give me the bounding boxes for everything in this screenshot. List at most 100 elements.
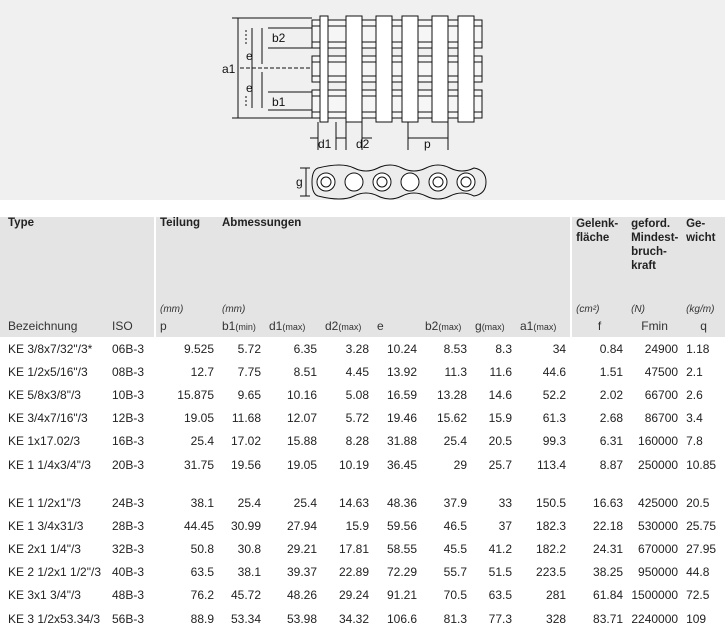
- cell-p: 31.75: [154, 452, 218, 477]
- cell-q: 10.85: [686, 457, 717, 472]
- col-iso: ISO: [108, 315, 154, 337]
- unit-fmin: (N): [627, 299, 683, 315]
- col-b1-label: b1: [222, 319, 236, 333]
- cell-b2: 46.5: [443, 518, 467, 533]
- cell-d2: 14.63: [338, 495, 369, 510]
- cell-iso: 12B-3: [112, 411, 145, 426]
- cell-d1: 53.98: [286, 611, 317, 626]
- table-row: KE 3 1/2x53.34/3 56B-3 88.9 53.34 53.98 34.32…: [0, 607, 725, 631]
- column-names-row: Bezeichnung ISO p b1(min) d1(max) d2(max…: [0, 315, 725, 337]
- cell-d2: 10.19: [338, 457, 369, 472]
- cell-g: 51.5: [488, 565, 512, 580]
- col-d1-sub: (max): [282, 322, 306, 332]
- cell-b2: 13.28: [436, 387, 467, 402]
- table-row: KE 3/8x7/32"/3* 06B-3 9.525 5.72 6.35 3.28 10.…: [0, 337, 725, 361]
- col-q: q: [682, 315, 725, 337]
- cell-e: 31.88: [386, 434, 417, 449]
- col-d1-label: d1: [269, 319, 283, 333]
- table-row: KE 1 3/4x31/3 28B-3 44.45 30.99 27.94 15.9 59.…: [0, 514, 725, 538]
- cell-a1: 150.5: [536, 495, 567, 510]
- cell-g: 11.6: [489, 364, 512, 379]
- cell-f: 24.31: [570, 537, 627, 561]
- cell-fmin: 47500: [644, 364, 679, 379]
- table-row: KE 3/4x7/16"/3 12B-3 19.05 11.68 12.07 5.72 19…: [0, 406, 725, 430]
- cell-f: 38.25: [570, 560, 627, 584]
- cell-bezeichnung: KE 3/8x7/32"/3*: [8, 341, 93, 356]
- col-g: g(max): [471, 315, 516, 337]
- cell-a1: 52.2: [542, 387, 567, 402]
- table-row: KE 5/8x3/8"/3 10B-3 15.875 9.65 10.16 5.08 16.…: [0, 383, 725, 407]
- label-g: g: [296, 175, 303, 189]
- cell-p: 19.05: [154, 406, 218, 430]
- cell-fmin: 425000: [638, 495, 679, 510]
- cell-g: 8.3: [495, 341, 512, 356]
- cell-d2: 3.28: [345, 341, 369, 356]
- cell-iso: 28B-3: [112, 518, 145, 533]
- unit-abmessungen: (mm): [218, 299, 571, 315]
- chain-drawing-panel: b2 e a1 e b1 d1 d2 p g: [0, 0, 725, 200]
- cell-g: 41.2: [488, 542, 512, 557]
- cell-d1: 39.37: [286, 565, 317, 580]
- table-header-row: Type Teilung Abmessungen Gelenk-fläche g…: [0, 217, 725, 299]
- cell-d1: 8.51: [293, 364, 317, 379]
- cell-fmin: 1500000: [631, 588, 679, 603]
- col-f: f: [570, 315, 628, 337]
- cell-f: 0.84: [570, 337, 627, 361]
- cell-e: 10.24: [386, 341, 417, 356]
- cell-b2: 70.5: [443, 588, 467, 603]
- cell-bezeichnung: KE 3x1 3/4"/3: [8, 588, 81, 603]
- cell-b1: 30.8: [237, 542, 261, 557]
- cell-q: 2.1: [686, 364, 703, 379]
- cell-e: 13.92: [386, 364, 417, 379]
- cell-iso: 16B-3: [112, 434, 145, 449]
- cell-d1: 27.94: [286, 518, 317, 533]
- cell-a1: 61.3: [542, 411, 567, 426]
- cell-fmin: 250000: [638, 457, 679, 472]
- cell-b1: 30.99: [230, 518, 261, 533]
- col-d2-sub: (max): [338, 322, 362, 332]
- cell-g: 15.9: [488, 411, 512, 426]
- label-p: p: [424, 137, 431, 151]
- header-type: Type: [0, 217, 154, 299]
- cell-q: 109: [686, 611, 707, 626]
- cell-d2: 29.24: [338, 588, 369, 603]
- cell-iso: 48B-3: [112, 588, 145, 603]
- cell-e: 59.56: [386, 518, 417, 533]
- cell-d1: 19.05: [286, 457, 317, 472]
- cell-b1: 19.56: [230, 457, 261, 472]
- col-d1: d1(max): [265, 315, 321, 337]
- cell-b2: 55.7: [443, 565, 467, 580]
- cell-g: 37: [498, 518, 512, 533]
- cell-b2: 15.62: [436, 411, 467, 426]
- cell-iso: 56B-3: [112, 611, 145, 626]
- col-d2-label: d2: [325, 319, 339, 333]
- cell-b2: 8.53: [443, 341, 467, 356]
- cell-fmin: 24900: [644, 341, 679, 356]
- cell-q: 1.18: [686, 341, 710, 356]
- unit-p: (mm): [154, 299, 218, 315]
- cell-b2: 81.3: [443, 611, 467, 626]
- cell-fmin: 950000: [638, 565, 679, 580]
- cell-d2: 5.08: [345, 387, 369, 402]
- cell-a1: 99.3: [542, 434, 567, 449]
- cell-p: 88.9: [154, 607, 218, 631]
- cell-g: 63.5: [488, 588, 512, 603]
- unit-f: (cm²): [570, 299, 628, 315]
- cell-d2: 17.81: [338, 542, 369, 557]
- label-d1: d1: [318, 137, 332, 151]
- header-teilung: Teilung: [154, 217, 218, 299]
- cell-q: 20.5: [686, 495, 710, 510]
- cell-q: 44.8: [686, 565, 710, 580]
- cell-fmin: 86700: [644, 411, 679, 426]
- cell-f: 2.68: [570, 406, 627, 430]
- cell-b1: 45.72: [230, 588, 261, 603]
- triplex-chain-drawing: b2 e a1 e b1 d1 d2 p g: [222, 15, 487, 200]
- cell-f: 8.87: [570, 452, 627, 477]
- cell-b2: 29: [453, 457, 467, 472]
- cell-b1: 25.4: [237, 495, 261, 510]
- cell-b1: 38.1: [237, 565, 261, 580]
- table-row: KE 2 1/2x1 1/2"/3 40B-3 63.5 38.1 39.37 22.89…: [0, 560, 725, 584]
- cell-b2: 25.4: [443, 434, 467, 449]
- cell-p: 44.45: [154, 514, 218, 538]
- cell-e: 16.59: [386, 387, 417, 402]
